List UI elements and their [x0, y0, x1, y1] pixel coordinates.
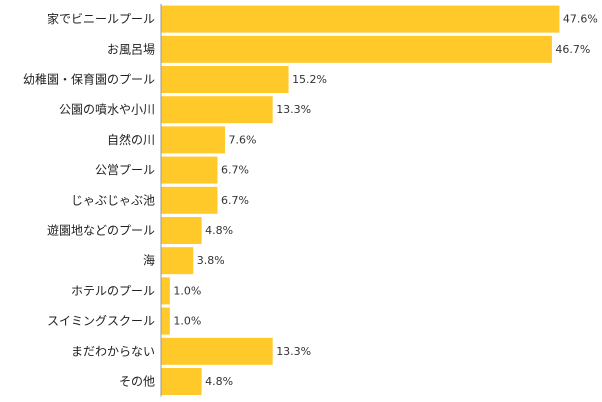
value-labels-group: 47.6% 46.7% 15.2% 13.3% 7.6% 6.7% 6.7% 4.8% 3.8%… — [173, 13, 598, 388]
category-label: 自然の川 — [107, 132, 155, 147]
value-label: 3.8% — [197, 254, 225, 267]
category-label: 幼稚園・保育園のプール — [23, 72, 155, 87]
category-label: ホテルのプール — [71, 284, 155, 298]
value-label: 13.3% — [276, 345, 311, 358]
value-label: 4.8% — [205, 224, 233, 237]
bar — [161, 217, 202, 244]
value-label: 47.6% — [563, 13, 598, 26]
category-label: じゃぶじゃぶ池 — [71, 193, 155, 207]
bar — [161, 96, 273, 124]
bar — [161, 66, 289, 93]
category-label: 公園の噴水や小川 — [59, 103, 155, 117]
category-label: 海 — [143, 253, 155, 268]
bar — [161, 307, 170, 335]
category-label: その他 — [119, 375, 155, 389]
value-label: 4.8% — [205, 375, 233, 388]
category-label: 公営プール — [95, 163, 155, 177]
bar — [161, 126, 226, 154]
value-label: 46.7% — [555, 43, 590, 56]
value-label: 6.7% — [221, 164, 249, 177]
category-labels-group: 家でビニールプールお風呂場幼稚園・保育園のプール公園の噴水や小川自然の川公営プー… — [23, 11, 155, 388]
bar — [161, 247, 194, 275]
value-label: 6.7% — [221, 194, 249, 207]
category-label: 家でビニールプール — [47, 11, 155, 26]
bar — [161, 368, 202, 395]
value-label: 1.0% — [173, 315, 201, 328]
category-label: 遊園地などのプール — [47, 223, 155, 238]
bar — [161, 186, 218, 214]
value-label: 13.3% — [276, 103, 311, 116]
bar — [161, 35, 552, 63]
bar — [161, 277, 170, 305]
value-label: 15.2% — [292, 73, 327, 86]
category-label: スイミングスクール — [47, 314, 155, 328]
bars-group — [161, 5, 560, 395]
bar — [161, 337, 273, 365]
value-label: 7.6% — [229, 133, 257, 146]
bar — [161, 156, 218, 184]
bar — [161, 5, 560, 33]
category-label: まだわからない — [71, 344, 155, 358]
category-label: お風呂場 — [107, 42, 155, 56]
value-label: 1.0% — [173, 284, 201, 297]
